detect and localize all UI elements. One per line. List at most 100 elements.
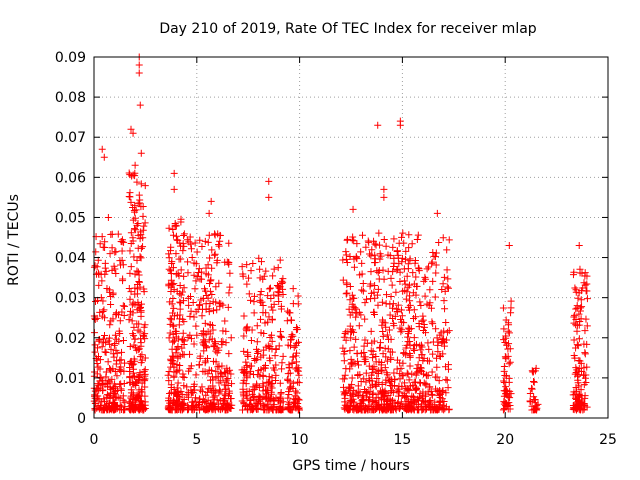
- data-point: [267, 303, 275, 311]
- data-point: [168, 300, 176, 308]
- data-point: [127, 239, 135, 247]
- data-point: [180, 395, 188, 403]
- data-point: [505, 360, 513, 368]
- data-point: [129, 203, 137, 211]
- data-point: [103, 393, 111, 401]
- data-point: [528, 385, 536, 393]
- data-point: [201, 319, 209, 327]
- data-point: [339, 276, 347, 284]
- data-point: [174, 353, 182, 361]
- data-point: [243, 372, 251, 380]
- data-point: [101, 259, 109, 267]
- data-point: [177, 255, 185, 263]
- data-point: [210, 396, 218, 404]
- data-point: [382, 323, 390, 331]
- data-point: [203, 388, 211, 396]
- data-point: [200, 347, 208, 355]
- data-point: [375, 379, 383, 387]
- data-point: [179, 350, 187, 358]
- data-point: [389, 243, 397, 251]
- data-point: [274, 264, 282, 272]
- data-point: [432, 269, 440, 277]
- data-point: [127, 263, 135, 271]
- data-point: [429, 320, 437, 328]
- data-point: [259, 382, 267, 390]
- data-point: [180, 272, 188, 280]
- data-point: [102, 348, 110, 356]
- data-point: [102, 373, 110, 381]
- data-point: [140, 288, 148, 296]
- data-point: [165, 265, 173, 273]
- data-point: [213, 306, 221, 314]
- data-point: [503, 372, 511, 380]
- data-point: [104, 383, 112, 391]
- data-point: [444, 384, 452, 392]
- data-point: [172, 402, 180, 410]
- data-point: [135, 345, 143, 353]
- data-point: [222, 369, 230, 377]
- data-point: [253, 345, 261, 353]
- data-point: [267, 388, 275, 396]
- data-point: [382, 300, 390, 308]
- data-point: [431, 293, 439, 301]
- data-point: [268, 337, 276, 345]
- data-point-peak: [127, 125, 135, 133]
- data-point: [408, 370, 416, 378]
- data-point: [179, 373, 187, 381]
- data-point: [213, 256, 221, 264]
- data-point: [254, 400, 262, 408]
- data-point: [445, 406, 453, 414]
- data-point: [222, 378, 230, 386]
- data-point: [125, 285, 133, 293]
- data-point: [410, 347, 418, 355]
- data-point: [435, 239, 443, 247]
- data-point: [196, 352, 204, 360]
- data-point: [259, 403, 267, 411]
- y-tick-label: 0.06: [55, 170, 86, 186]
- data-point: [433, 334, 441, 342]
- data-point: [276, 379, 284, 387]
- data-point: [295, 396, 303, 404]
- data-point: [393, 387, 401, 395]
- data-point: [210, 251, 218, 259]
- data-point: [371, 294, 379, 302]
- data-point: [106, 321, 114, 329]
- data-point: [188, 253, 196, 261]
- data-point: [383, 396, 391, 404]
- data-point: [397, 315, 405, 323]
- data-point: [209, 357, 217, 365]
- data-point: [219, 301, 227, 309]
- data-point: [379, 318, 387, 326]
- data-point: [369, 389, 377, 397]
- data-point: [166, 267, 174, 275]
- data-point: [187, 335, 195, 343]
- data-point: [225, 289, 233, 297]
- data-point: [126, 364, 134, 372]
- data-point: [278, 277, 286, 285]
- data-point: [373, 401, 381, 409]
- data-point: [350, 255, 358, 263]
- data-point: [352, 389, 360, 397]
- data-point: [294, 325, 302, 333]
- data-point: [170, 337, 178, 345]
- data-point: [137, 254, 145, 262]
- data-point: [268, 331, 276, 339]
- data-point: [387, 293, 395, 300]
- data-point: [361, 403, 369, 411]
- data-point: [192, 277, 200, 285]
- data-point: [379, 332, 387, 340]
- data-point: [279, 398, 287, 406]
- data-point: [222, 339, 230, 347]
- data-point: [291, 392, 299, 400]
- data-point: [395, 392, 403, 400]
- data-point: [211, 231, 219, 239]
- data-point: [103, 406, 111, 414]
- data-point: [354, 382, 362, 390]
- data-point: [393, 365, 401, 373]
- data-point: [130, 380, 138, 388]
- data-point: [435, 377, 443, 385]
- data-point: [167, 276, 175, 284]
- data-point-peak: [170, 169, 178, 177]
- data-point: [118, 348, 126, 356]
- data-point: [437, 329, 445, 337]
